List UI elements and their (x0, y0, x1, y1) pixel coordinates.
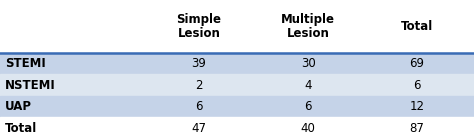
Text: STEMI: STEMI (5, 57, 46, 70)
Text: 2: 2 (195, 79, 203, 92)
Text: 69: 69 (410, 57, 425, 70)
Bar (0, 0, 474, 53)
Text: NSTEMI: NSTEMI (5, 79, 55, 92)
Text: 39: 39 (191, 57, 207, 70)
Bar (0, 117, 474, 139)
Text: UAP: UAP (5, 100, 32, 113)
Text: 4: 4 (304, 79, 312, 92)
Bar (0, 74, 474, 96)
Text: 6: 6 (195, 100, 203, 113)
Text: 47: 47 (191, 122, 207, 135)
Text: 30: 30 (301, 57, 316, 70)
Bar (0, 53, 474, 74)
Text: 40: 40 (301, 122, 316, 135)
Text: 6: 6 (413, 79, 421, 92)
Text: Simple
Lesion: Simple Lesion (177, 13, 221, 40)
Text: Multiple
Lesion: Multiple Lesion (281, 13, 335, 40)
Text: 12: 12 (410, 100, 425, 113)
Text: Total: Total (401, 20, 433, 33)
Bar (0, 96, 474, 117)
Text: 6: 6 (304, 100, 312, 113)
Text: 87: 87 (410, 122, 425, 135)
Text: Total: Total (5, 122, 37, 135)
